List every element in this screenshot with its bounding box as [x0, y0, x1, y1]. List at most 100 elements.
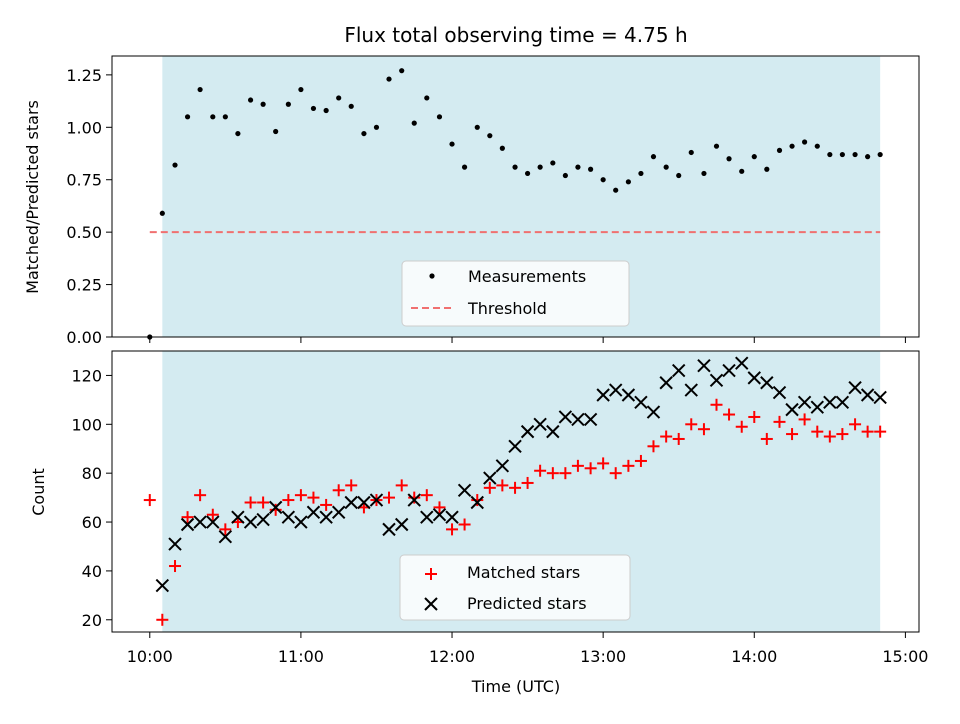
- matched-star-point: [609, 467, 622, 480]
- matched-star-point: [194, 489, 207, 502]
- x-tick-label: 10:00: [127, 647, 173, 666]
- matched-star-point: [206, 508, 219, 521]
- predicted-star-point: [231, 510, 245, 524]
- predicted-star-point: [659, 376, 673, 390]
- predicted-star-point: [281, 510, 296, 524]
- predicted-star-point: [596, 388, 610, 402]
- measurement-point: [159, 210, 165, 216]
- matched-star-point: [786, 428, 799, 441]
- measurement-point: [852, 151, 858, 158]
- x-tick-label: 11:00: [278, 647, 324, 666]
- predicted-star-point: [457, 483, 472, 497]
- predicted-star-point: [558, 410, 573, 424]
- matched-star-point: [874, 425, 887, 438]
- predicted-star-point: [785, 402, 799, 417]
- predicted-star-point: [382, 522, 396, 537]
- bottom-y-tick-label: 20: [82, 611, 102, 630]
- predicted-star-point: [445, 510, 459, 524]
- x-tick-label: 15:00: [882, 647, 928, 666]
- measurement-point: [499, 145, 505, 151]
- matched-star-point: [307, 491, 320, 504]
- measurement-point: [172, 162, 178, 168]
- top-y-tick-label: 0.75: [66, 171, 102, 190]
- matched-star-point: [521, 476, 534, 489]
- measurement-point: [776, 147, 783, 153]
- measurement-point: [827, 151, 833, 158]
- matched-star-point: [735, 420, 748, 433]
- measurement-point: [550, 160, 556, 166]
- measurement-point: [600, 177, 606, 183]
- predicted-star-point: [256, 512, 270, 527]
- legend-matched-label: Matched stars: [467, 563, 580, 582]
- measurement-point: [386, 76, 392, 82]
- predicted-star-point: [294, 515, 308, 529]
- legend-matched-marker: [425, 568, 437, 580]
- bottom-y-axis-label: Count: [29, 468, 48, 516]
- predicted-star-point: [268, 500, 283, 515]
- matched-star-point: [294, 489, 307, 502]
- predicted-star-point: [860, 388, 875, 402]
- predicted-star-point: [735, 356, 749, 370]
- legend-threshold-label: Threshold: [467, 299, 547, 318]
- matched-star-point: [546, 467, 559, 480]
- predicted-star-point: [823, 395, 837, 410]
- measurement-point: [839, 151, 845, 158]
- measurement-point: [537, 164, 543, 170]
- top-legend: Measurements Threshold: [401, 260, 630, 327]
- measurement-point: [512, 164, 518, 170]
- matched-star-point: [634, 454, 647, 467]
- predicted-star-point: [344, 495, 358, 510]
- top-y-tick-label: 0.25: [66, 276, 102, 295]
- matched-star-point: [383, 491, 396, 504]
- measurement-point: [638, 170, 644, 177]
- predicted-star-point: [697, 358, 711, 373]
- matched-star-point: [257, 496, 270, 509]
- bottom-plot-frame: [111, 350, 920, 633]
- matched-star-point: [672, 432, 685, 445]
- measurement-point: [197, 86, 203, 93]
- predicted-star-point: [760, 376, 774, 390]
- predicted-star-point: [495, 459, 510, 473]
- measurement-point: [336, 95, 342, 101]
- matched-star-point: [748, 410, 761, 423]
- matched-star-point: [408, 491, 421, 504]
- matched-star-point: [597, 457, 610, 470]
- matched-star-point: [458, 518, 471, 531]
- predicted-star-point: [306, 505, 321, 519]
- measurement-point: [210, 114, 216, 120]
- predicted-star-point: [155, 578, 170, 593]
- measurement-point: [650, 154, 657, 160]
- bottom-legend: Matched stars Predicted stars: [399, 554, 631, 621]
- matched-star-point: [571, 459, 584, 472]
- predicted-star-point: [520, 424, 535, 439]
- top-y-axis-label: Matched/Predicted stars: [23, 100, 42, 294]
- measurement-point: [222, 114, 228, 120]
- matched-star-point: [219, 523, 232, 536]
- measurement-point: [260, 101, 266, 107]
- matched-star-point: [584, 462, 597, 475]
- measurement-point: [865, 154, 871, 160]
- measurement-point: [348, 103, 354, 109]
- measurement-point: [739, 168, 745, 174]
- matched-star-point: [710, 398, 723, 411]
- predicted-star-point: [218, 529, 233, 544]
- legend-measurements-marker: [429, 273, 435, 279]
- predicted-star-point: [747, 371, 761, 385]
- matched-star-point: [320, 498, 333, 511]
- predicted-star-point: [810, 400, 825, 414]
- measurement-point: [625, 179, 631, 185]
- matched-star-point: [332, 484, 345, 497]
- measurement-point: [676, 172, 682, 179]
- legend-measurements-label: Measurements: [468, 267, 586, 286]
- measurement-point: [247, 97, 254, 103]
- predicted-star-point: [206, 515, 220, 529]
- predicted-star-point: [331, 505, 346, 519]
- matched-star-point: [760, 432, 773, 445]
- matched-star-point: [395, 479, 408, 492]
- measurement-point: [588, 166, 594, 172]
- predicted-star-point: [168, 537, 182, 551]
- predicted-points: [155, 356, 887, 593]
- top-y-tick-label: 0.00: [66, 328, 102, 347]
- matched-star-point: [169, 560, 182, 573]
